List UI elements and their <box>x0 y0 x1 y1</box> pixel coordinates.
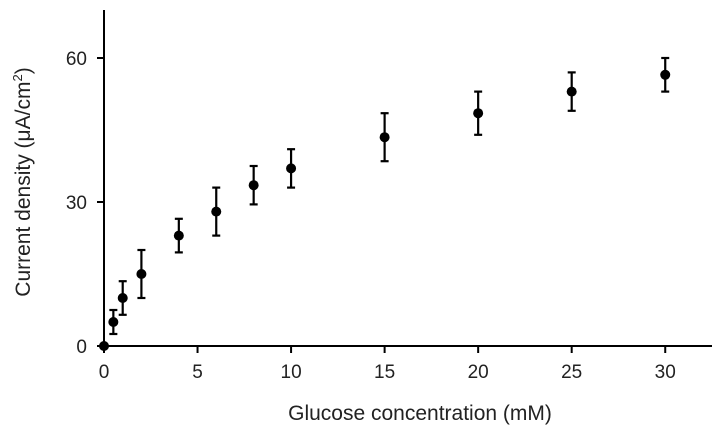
x-tick-label: 0 <box>99 362 110 383</box>
data-point <box>211 206 222 217</box>
y-axis-title-end: ) <box>12 67 35 74</box>
y-axis-title-main: Current density (μA/cm <box>12 82 35 297</box>
y-axis-title-sup: 2 <box>10 74 25 81</box>
y-tick-label: 30 <box>66 193 87 214</box>
data-point <box>108 317 119 327</box>
data-point <box>379 132 390 143</box>
x-tick-label: 30 <box>655 362 676 383</box>
x-axis-ticks: 0 5 10 15 20 25 30 <box>99 346 676 383</box>
data-point <box>248 180 259 191</box>
x-tick-label: 5 <box>192 362 203 383</box>
y-axis-ticks: 0 30 60 <box>66 49 104 358</box>
x-tick-label: 10 <box>281 362 302 383</box>
x-tick-label: 25 <box>561 362 582 383</box>
data-points <box>99 56 671 351</box>
data-point <box>473 108 484 119</box>
y-axis-title: Current density (μA/cm2) <box>10 67 35 296</box>
y-tick-label: 60 <box>66 49 87 70</box>
x-axis-title: Glucose concentration (mM) <box>288 402 552 425</box>
data-point <box>566 86 577 97</box>
axes <box>103 10 712 347</box>
data-point <box>286 163 297 174</box>
x-tick-label: 20 <box>468 362 489 383</box>
data-point <box>117 293 128 303</box>
y-tick-label: 0 <box>76 337 87 358</box>
data-point <box>99 341 109 351</box>
x-tick-label: 15 <box>374 362 395 383</box>
data-point <box>173 230 184 241</box>
data-point <box>136 269 147 279</box>
data-point <box>660 69 671 80</box>
